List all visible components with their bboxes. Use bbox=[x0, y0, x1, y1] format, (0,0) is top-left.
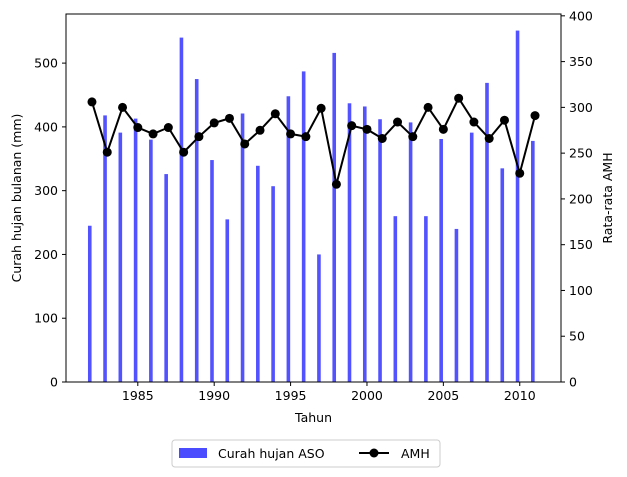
x-tick-label: 1990 bbox=[198, 388, 230, 403]
plot-frame bbox=[65, 13, 562, 383]
x-axis: 1985 1990 1995 2000 2005 2010 bbox=[122, 382, 536, 403]
amh-point bbox=[393, 117, 403, 127]
amh-point bbox=[87, 97, 97, 107]
bar bbox=[133, 118, 138, 382]
bar bbox=[393, 216, 398, 382]
amh-point bbox=[179, 147, 189, 157]
bar bbox=[103, 115, 107, 382]
bar bbox=[210, 160, 214, 382]
amh-point bbox=[454, 93, 464, 103]
bar bbox=[531, 140, 535, 382]
bar bbox=[378, 119, 382, 382]
bar bbox=[317, 254, 321, 382]
y-axis-right: 0 50 100 150 200 250 300 350 400 bbox=[561, 8, 593, 390]
bar bbox=[164, 174, 168, 382]
bar bbox=[194, 79, 199, 383]
bar bbox=[424, 216, 428, 382]
amh-point bbox=[499, 115, 509, 125]
y-tick-label-left: 300 bbox=[34, 183, 58, 198]
bar bbox=[118, 132, 123, 382]
amh-point bbox=[133, 123, 143, 133]
bar bbox=[408, 122, 413, 382]
amh-point bbox=[301, 132, 311, 142]
amh-point bbox=[118, 102, 128, 112]
y-tick-label-left: 400 bbox=[34, 119, 58, 134]
y-tick-label-right: 400 bbox=[569, 8, 593, 23]
bar bbox=[301, 71, 306, 383]
amh-point bbox=[484, 133, 494, 143]
y-tick-label-right: 350 bbox=[569, 54, 593, 69]
bar bbox=[454, 228, 459, 382]
y-tick-label-left: 500 bbox=[34, 56, 58, 71]
legend-label-line: AMH bbox=[401, 446, 430, 461]
y-axis-label-left: Curah hujan bulanan (mm) bbox=[9, 114, 24, 283]
amh-point bbox=[530, 111, 540, 121]
y-tick-label-left: 200 bbox=[34, 247, 58, 262]
amh-point bbox=[255, 125, 265, 135]
amh-point bbox=[331, 179, 341, 189]
amh-point bbox=[240, 139, 250, 149]
bar bbox=[515, 30, 520, 382]
bar bbox=[240, 113, 245, 383]
bar bbox=[347, 103, 352, 382]
x-axis-label: Tahun bbox=[294, 410, 332, 425]
bar bbox=[179, 37, 184, 382]
amh-point bbox=[347, 121, 357, 131]
bar bbox=[149, 139, 153, 382]
amh-point bbox=[515, 168, 525, 178]
y-tick-label-right: 300 bbox=[569, 100, 593, 115]
y-tick-label-right: 200 bbox=[569, 191, 593, 206]
bar bbox=[332, 52, 337, 383]
bar bbox=[271, 186, 275, 382]
legend-bar-swatch bbox=[179, 448, 207, 458]
bar bbox=[87, 225, 92, 382]
amh-point bbox=[316, 103, 326, 113]
amh-point bbox=[194, 132, 204, 142]
bar bbox=[362, 106, 367, 382]
amh-point bbox=[469, 117, 479, 127]
amh-point bbox=[438, 124, 448, 134]
amh-point bbox=[163, 123, 173, 133]
bar bbox=[225, 219, 230, 382]
legend: Curah hujan ASO AMH bbox=[171, 439, 441, 468]
y-tick-label-right: 50 bbox=[569, 329, 585, 344]
legend-box bbox=[171, 439, 441, 468]
bar bbox=[439, 139, 443, 382]
amh-point bbox=[102, 147, 112, 157]
amh-point bbox=[270, 109, 280, 119]
bar bbox=[256, 165, 260, 382]
amh-point bbox=[377, 133, 387, 143]
x-tick-label: 1985 bbox=[122, 388, 154, 403]
y-tick-label-right: 250 bbox=[569, 146, 593, 161]
y-tick-label-right: 0 bbox=[569, 375, 577, 390]
amh-point bbox=[362, 124, 372, 134]
legend-label-bars: Curah hujan ASO bbox=[218, 446, 325, 461]
y-axis-label-right: Rata-rata AMH bbox=[600, 152, 615, 243]
bar bbox=[500, 168, 505, 382]
legend-line-marker bbox=[369, 448, 379, 458]
amh-point bbox=[286, 129, 296, 139]
line-series bbox=[87, 93, 540, 189]
x-tick-label: 2000 bbox=[351, 388, 383, 403]
amh-point bbox=[408, 132, 418, 142]
x-tick-label: 2010 bbox=[504, 388, 536, 403]
amh-point bbox=[224, 113, 234, 123]
amh-point bbox=[209, 118, 219, 128]
y-tick-label-left: 100 bbox=[34, 311, 58, 326]
x-tick-label: 2005 bbox=[427, 388, 459, 403]
y-tick-label-right: 150 bbox=[569, 237, 593, 252]
bar bbox=[485, 82, 489, 382]
bar bbox=[469, 132, 474, 382]
amh-point bbox=[148, 129, 158, 139]
y-axis-left: 0 100 200 300 400 500 bbox=[34, 56, 66, 390]
x-tick-label: 1995 bbox=[275, 388, 307, 403]
amh-point bbox=[423, 102, 433, 112]
y-tick-label-left: 0 bbox=[50, 375, 58, 390]
bar bbox=[286, 96, 291, 382]
amh-line bbox=[91, 96, 536, 185]
y-tick-label-right: 100 bbox=[569, 283, 593, 298]
bar-series bbox=[87, 30, 535, 383]
